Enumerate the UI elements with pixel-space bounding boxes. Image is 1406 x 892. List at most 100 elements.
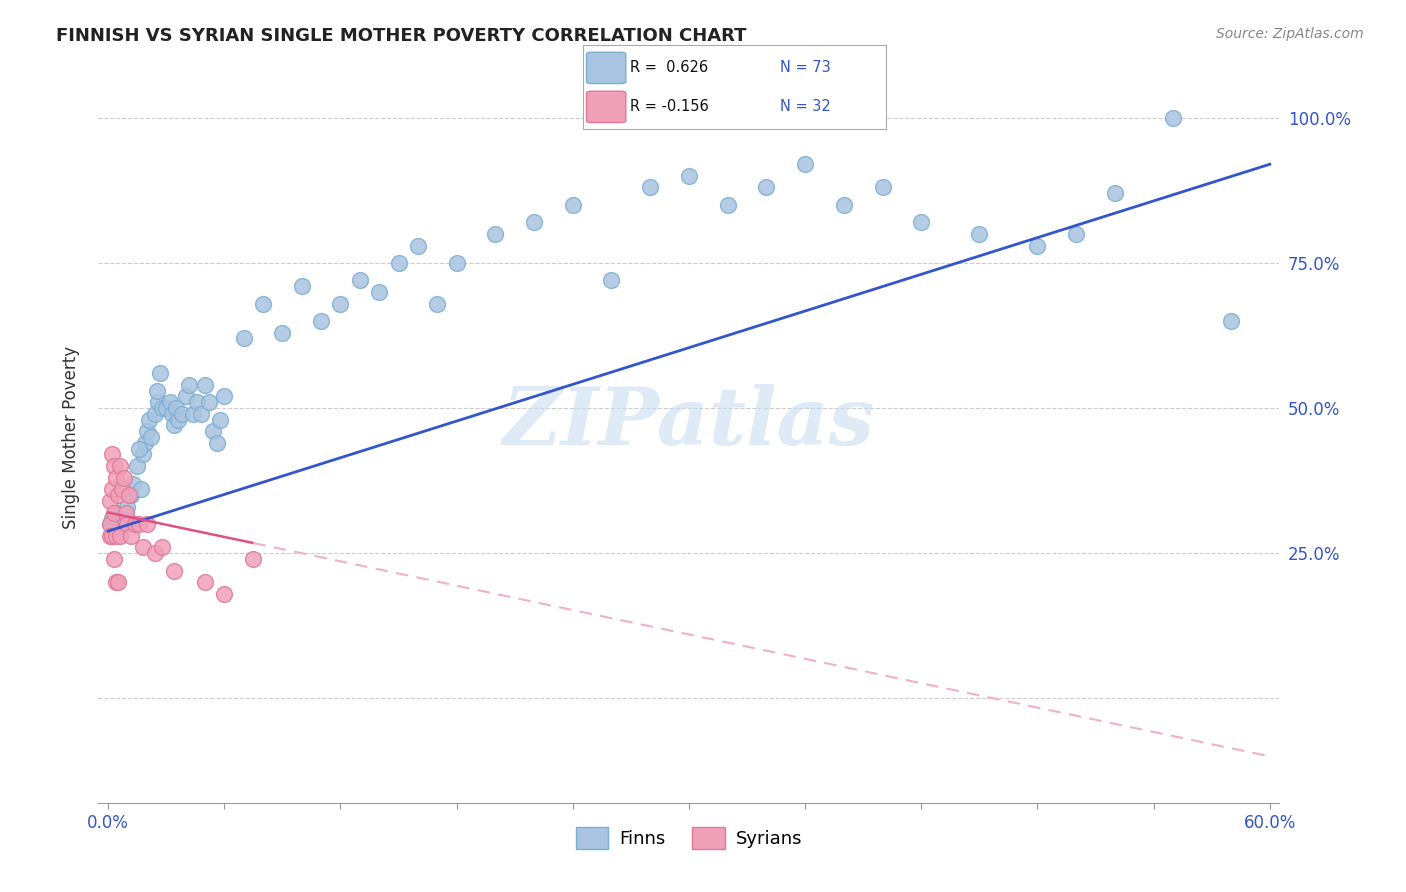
Text: ZIPatlas: ZIPatlas xyxy=(503,384,875,461)
Point xyxy=(104,529,127,543)
Point xyxy=(112,471,135,485)
FancyBboxPatch shape xyxy=(586,53,626,84)
Point xyxy=(132,448,155,462)
Point xyxy=(387,256,409,270)
Point xyxy=(638,180,661,194)
Point xyxy=(1064,227,1087,241)
Point xyxy=(135,517,157,532)
Legend: Finns, Syrians: Finns, Syrians xyxy=(568,820,810,856)
Point xyxy=(201,424,224,438)
Point xyxy=(143,407,166,421)
Point xyxy=(104,575,127,590)
Point xyxy=(108,517,131,532)
Point xyxy=(107,506,129,520)
Point xyxy=(214,389,236,403)
Point xyxy=(242,552,264,566)
Point xyxy=(103,523,125,537)
Point xyxy=(755,180,778,194)
Point xyxy=(98,517,121,532)
Point xyxy=(98,494,121,508)
Point xyxy=(139,430,162,444)
Point xyxy=(166,412,188,426)
Point xyxy=(148,395,170,409)
Point xyxy=(127,459,149,474)
Point xyxy=(426,296,449,310)
Point xyxy=(120,529,142,543)
Point xyxy=(1026,238,1049,252)
Point xyxy=(134,436,156,450)
Point xyxy=(104,471,127,485)
Point xyxy=(117,500,139,514)
Point xyxy=(114,506,136,520)
Point xyxy=(138,412,160,426)
Point xyxy=(969,227,991,241)
Point xyxy=(111,483,134,497)
Point xyxy=(678,169,700,183)
Text: Source: ZipAtlas.com: Source: ZipAtlas.com xyxy=(1216,27,1364,41)
Point xyxy=(118,488,141,502)
Point xyxy=(98,517,121,532)
Point xyxy=(103,459,125,474)
Text: R = -0.156: R = -0.156 xyxy=(630,98,709,113)
Point xyxy=(117,517,139,532)
Point xyxy=(124,517,146,532)
Point xyxy=(143,546,166,560)
Point xyxy=(1161,111,1184,125)
Point xyxy=(108,459,131,474)
Point xyxy=(181,407,204,421)
Point xyxy=(103,506,125,520)
Point xyxy=(111,511,134,525)
Point xyxy=(174,389,197,403)
Text: 60.0%: 60.0% xyxy=(1243,814,1296,832)
Point xyxy=(232,331,254,345)
Point xyxy=(197,395,219,409)
Point xyxy=(98,529,121,543)
Y-axis label: Single Mother Poverty: Single Mother Poverty xyxy=(62,345,80,529)
Text: N = 73: N = 73 xyxy=(780,61,831,76)
Point xyxy=(329,296,352,310)
Point xyxy=(252,296,274,310)
Point xyxy=(128,517,150,532)
Point xyxy=(107,575,129,590)
Point xyxy=(484,227,506,241)
Point xyxy=(205,436,228,450)
Point xyxy=(600,273,623,287)
Point xyxy=(101,483,124,497)
Point xyxy=(104,511,127,525)
Point xyxy=(112,517,135,532)
Point xyxy=(145,384,167,398)
Point xyxy=(1220,314,1243,328)
Point xyxy=(159,395,181,409)
Point xyxy=(120,488,142,502)
Point xyxy=(163,418,186,433)
Point xyxy=(179,377,201,392)
Point xyxy=(209,412,232,426)
Point xyxy=(446,256,468,270)
Point xyxy=(523,215,546,229)
Point xyxy=(872,180,894,194)
Point xyxy=(561,198,583,212)
Point xyxy=(1104,186,1126,201)
Point xyxy=(271,326,294,340)
Point xyxy=(194,377,217,392)
Point xyxy=(101,448,124,462)
FancyBboxPatch shape xyxy=(586,91,626,122)
Text: R =  0.626: R = 0.626 xyxy=(630,61,709,76)
Point xyxy=(103,552,125,566)
Point xyxy=(349,273,371,287)
Point xyxy=(135,424,157,438)
Point xyxy=(309,314,332,328)
Text: N = 32: N = 32 xyxy=(780,98,831,113)
Text: FINNISH VS SYRIAN SINGLE MOTHER POVERTY CORRELATION CHART: FINNISH VS SYRIAN SINGLE MOTHER POVERTY … xyxy=(56,27,747,45)
Point xyxy=(717,198,740,212)
Point xyxy=(368,285,391,299)
Point xyxy=(794,157,817,171)
Point xyxy=(150,401,173,415)
Point xyxy=(150,541,173,555)
Point xyxy=(832,198,855,212)
Point xyxy=(291,279,314,293)
Point xyxy=(165,401,187,415)
Point xyxy=(129,483,152,497)
Point xyxy=(214,587,236,601)
Point xyxy=(190,407,212,421)
